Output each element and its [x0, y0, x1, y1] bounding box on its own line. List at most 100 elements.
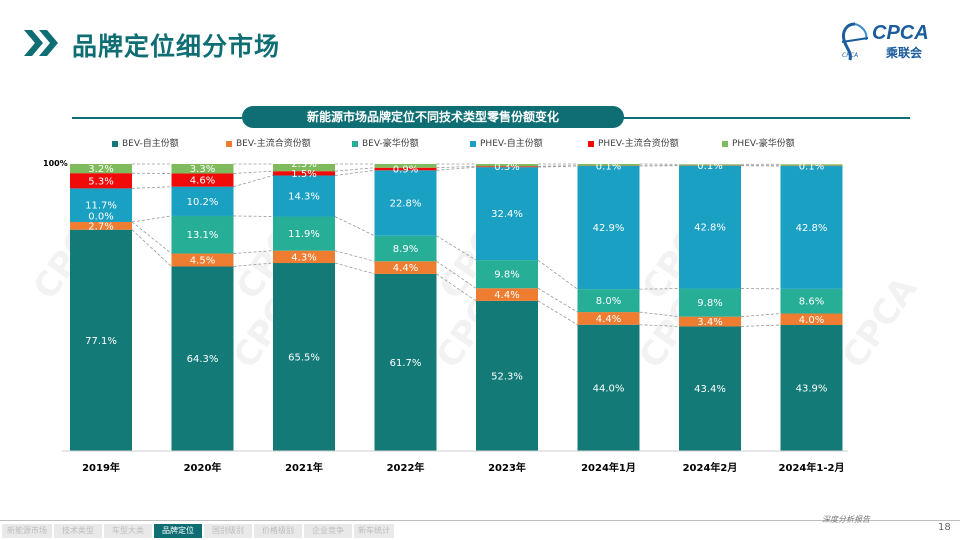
- x-axis-labels: 2019年 2020年 2021年 2022年 2023年 2024年1月 2024年2月 2…: [82, 461, 844, 474]
- data-label: 43.4%: [694, 384, 726, 395]
- data-label: 22.8%: [390, 199, 422, 210]
- x-tick-label: 2019年: [82, 461, 120, 474]
- bar-segment: [374, 167, 437, 171]
- data-label: 65.5%: [288, 353, 320, 364]
- connector-line: [334, 169, 375, 176]
- connector-line: [436, 273, 477, 302]
- bar-segment: [171, 253, 234, 267]
- footer-tab[interactable]: 技术类型: [54, 524, 102, 538]
- bar-segment: [273, 216, 335, 251]
- bar-segment: [577, 164, 640, 166]
- connector-line: [131, 215, 172, 223]
- data-label: 4.5%: [190, 256, 215, 267]
- bar-segment: [780, 325, 843, 451]
- bar-segment: [476, 167, 538, 261]
- bar-segment: [780, 313, 843, 326]
- connector-line: [639, 324, 680, 327]
- legend-label: PHEV-自主份额: [480, 139, 543, 149]
- data-label: 2.5%: [291, 159, 316, 170]
- footer-tab[interactable]: 新能源市场: [2, 524, 52, 538]
- bar-segment: [171, 173, 234, 187]
- connector-line: [436, 260, 477, 289]
- legend-item: BEV-自主份额: [112, 136, 179, 149]
- logo-text: CPCA: [872, 22, 929, 44]
- data-label: 0.4%: [697, 151, 722, 162]
- data-label: 8.9%: [393, 244, 418, 255]
- data-label: 0.1%: [799, 161, 824, 172]
- data-label: 4.0%: [799, 315, 824, 326]
- bar-segment: [171, 164, 234, 174]
- connector-line: [334, 262, 375, 275]
- y-top-label: 100%: [43, 159, 68, 168]
- logo-small-text: CPCA: [842, 52, 859, 59]
- data-label: 4.4%: [494, 290, 519, 301]
- data-label: 3.4%: [697, 317, 722, 328]
- bar-segment: [476, 166, 538, 168]
- x-tick-label: 2022年: [387, 461, 425, 474]
- footer-tab-active[interactable]: 品牌定位: [154, 524, 202, 538]
- data-label: 10.2%: [187, 197, 219, 208]
- footer-tagline: 深度分析报告: [822, 515, 870, 524]
- connector-line: [639, 288, 680, 290]
- connector-line: [131, 221, 172, 254]
- data-label: 5.3%: [88, 176, 113, 187]
- bar-segment: [70, 164, 132, 174]
- data-label: 13.1%: [187, 230, 219, 241]
- connector-line: [537, 165, 578, 167]
- footer-tab[interactable]: 价格级别: [254, 524, 302, 538]
- x-tick-label: 2024年2月: [683, 461, 738, 474]
- connector-line: [233, 215, 274, 217]
- legend-label: BEV-主流合资份额: [236, 139, 311, 149]
- connector-line: [334, 250, 375, 262]
- data-label: 4.3%: [291, 252, 316, 263]
- stacked-bar-chart: CPCACPCACPCACPCACPCACPCACPCACPCA 77.1%2.…: [26, 151, 926, 474]
- legend-label: BEV-自主份额: [122, 139, 179, 149]
- bar-segment: [171, 186, 234, 216]
- bar-segment: [780, 166, 843, 289]
- legend-label: BEV-豪华份额: [362, 139, 419, 149]
- bar-segment: [476, 288, 538, 301]
- data-label: 0.6%: [596, 151, 621, 162]
- bar-segment: [273, 263, 335, 451]
- data-label: 9.8%: [697, 298, 722, 309]
- data-label: 43.9%: [796, 384, 828, 395]
- chart-title: 新能源市场品牌定位不同技术类型零售份额变化: [242, 106, 624, 128]
- logo-emblem-icon: [841, 22, 869, 61]
- data-label: 3.3%: [190, 164, 215, 175]
- footer-tab[interactable]: 企业竞争: [304, 524, 352, 538]
- footer-tab[interactable]: 新车统计: [354, 524, 394, 538]
- legend-label: PHEV-豪华份额: [732, 139, 795, 149]
- bar-segment: [679, 326, 741, 451]
- data-label: 0.3%: [494, 162, 519, 173]
- data-label: 77.1%: [85, 336, 117, 347]
- watermark-text: CPCA: [834, 269, 925, 375]
- data-label: 44.0%: [593, 383, 625, 394]
- data-label: 4.4%: [596, 314, 621, 325]
- bar-segment: [780, 288, 843, 314]
- bar-segment: [780, 164, 843, 166]
- connector-line: [131, 229, 172, 267]
- bar-segment: [70, 173, 132, 189]
- x-tick-label: 2024年1-2月: [779, 461, 845, 474]
- chart-legend: BEV-自主份额 BEV-主流合资份额 BEV-豪华份额 PHEV-自主份额 P…: [0, 136, 960, 150]
- footer-tab[interactable]: 车型大类: [104, 524, 152, 538]
- data-label: 8.0%: [596, 296, 621, 307]
- connector-line: [537, 287, 578, 313]
- bar-segment: [476, 300, 538, 451]
- connector-line: [233, 262, 274, 267]
- footer-tab[interactable]: 国别级别: [204, 524, 252, 538]
- bar-segment: [374, 235, 437, 262]
- bar-segment: [374, 273, 437, 451]
- connector-line: [233, 175, 274, 188]
- data-label: 52.3%: [491, 371, 523, 382]
- data-label: 0.8%: [494, 152, 519, 163]
- data-label: 3.2%: [88, 164, 113, 175]
- data-label: 1.5%: [291, 169, 316, 180]
- x-tick-label: 2023年: [488, 461, 526, 474]
- bar-segment: [171, 215, 234, 254]
- connector-lines: [131, 163, 781, 327]
- x-tick-label: 2021年: [285, 461, 323, 474]
- data-label: 8.6%: [799, 297, 824, 308]
- x-tick-label: 2024年1月: [581, 461, 636, 474]
- connector-line: [233, 170, 274, 174]
